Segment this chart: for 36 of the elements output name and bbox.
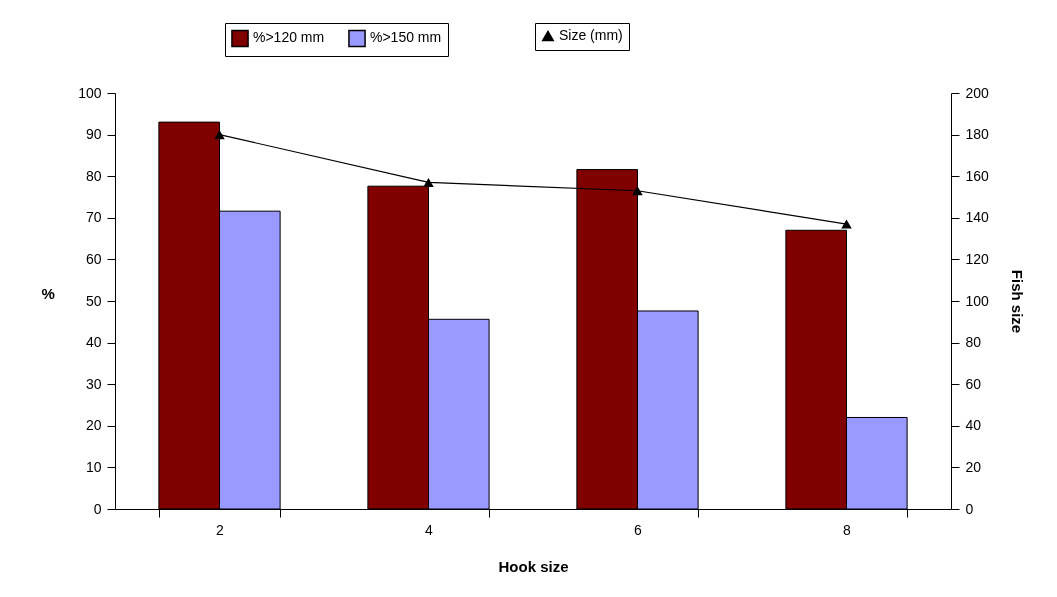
x-axis-title: Hook size: [498, 557, 569, 575]
y2-tick-label: 180: [965, 126, 990, 143]
y-tick-label: 80: [85, 167, 102, 184]
y2-tick-label: 40: [965, 417, 982, 434]
x-tick-label: 2: [216, 521, 225, 538]
y2-tick-label: 140: [965, 209, 990, 226]
y-tick-label: 40: [85, 334, 102, 351]
y2-tick-label: 20: [965, 458, 982, 475]
y2-tick-label: 80: [965, 334, 982, 351]
y-tick-label: 20: [85, 417, 102, 434]
x-tick-label: 8: [843, 521, 852, 538]
y-tick-label: 100: [78, 84, 102, 101]
point: [423, 177, 434, 187]
y-tick-label: 90: [85, 126, 102, 143]
x-tick-label: 4: [425, 521, 434, 538]
y-axis-title: %: [41, 284, 55, 302]
y2-tick-label: 160: [965, 167, 990, 184]
legend-label: %>150 mm: [370, 29, 442, 46]
y2-axis-title: Fish size: [1008, 269, 1026, 334]
y2-tick-label: 120: [965, 250, 990, 267]
point: [841, 219, 852, 229]
point: [632, 186, 643, 196]
legend-label: Size (mm): [559, 27, 623, 43]
legend-label: %>120 mm: [253, 29, 325, 46]
y2-tick-label: 60: [965, 375, 982, 392]
x-tick-label: 6: [634, 521, 643, 538]
y-tick-label: 70: [85, 209, 102, 226]
y-tick-label: 50: [85, 292, 102, 309]
y2-tick-label: 100: [965, 292, 990, 309]
y-tick-label: 60: [85, 250, 102, 267]
y-tick-label: 0: [93, 500, 102, 517]
point: [214, 130, 225, 140]
y-tick-label: 10: [85, 458, 102, 475]
y2-tick-label: 200: [965, 84, 990, 101]
y-tick-label: 30: [85, 375, 102, 392]
y2-tick-label: 0: [965, 500, 974, 517]
